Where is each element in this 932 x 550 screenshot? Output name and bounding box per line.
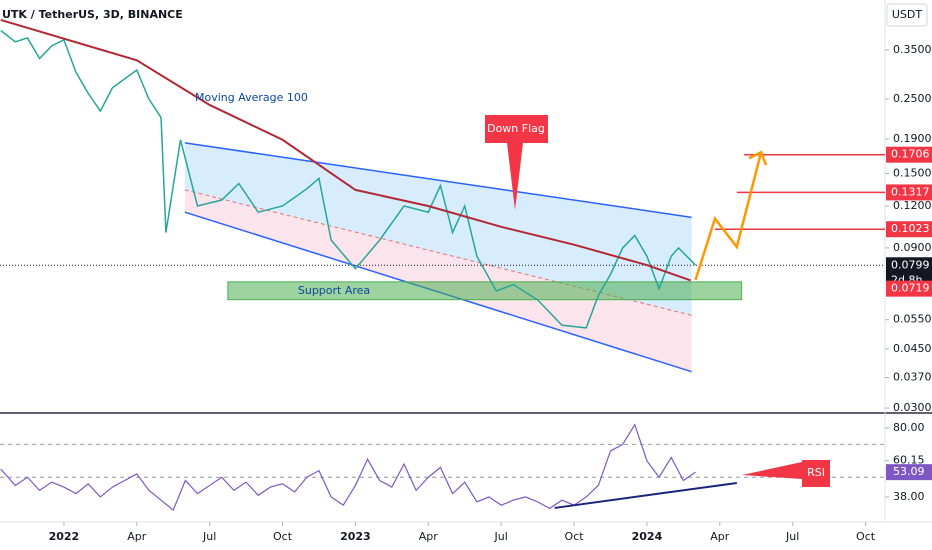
rsi-y-tick-label: 60.15 — [893, 454, 925, 467]
level-label: 0.1317 — [891, 185, 930, 198]
rsi-line — [0, 423, 696, 512]
x-tick-label: Jul — [785, 530, 799, 543]
y-tick-label: 0.0900 — [893, 241, 932, 254]
x-tick-label: 2023 — [340, 530, 371, 543]
x-tick-label: Apr — [419, 530, 439, 543]
y-tick-label: 0.2500 — [893, 92, 932, 105]
y-tick-label: 0.1900 — [893, 132, 932, 145]
down-flag-label: Down Flag — [487, 122, 545, 135]
rsi-last-box — [886, 464, 932, 481]
projection-head — [748, 150, 768, 166]
x-tick-label: 2024 — [632, 530, 663, 543]
level-label: 0.1706 — [891, 148, 930, 161]
support-label: Support Area — [298, 284, 370, 297]
x-tick-label: Jul — [494, 530, 508, 543]
rsi-callout-label: RSI — [807, 466, 825, 479]
down-flag-callout — [485, 115, 548, 210]
level-label: 0.1023 — [891, 222, 930, 235]
support-area — [227, 281, 743, 301]
x-tick-label: Oct — [565, 530, 585, 543]
rsi-callout — [742, 460, 830, 487]
channel-lower-fill — [184, 189, 692, 372]
level-box — [886, 146, 932, 163]
level-box — [886, 184, 932, 201]
channel-upper — [184, 142, 692, 219]
projection-path — [694, 151, 763, 281]
ma-box — [886, 280, 932, 297]
rsi-y-tick-label: 38.00 — [893, 490, 925, 503]
x-tick-label: 2022 — [49, 530, 80, 543]
rsi-y-tick-label: 80.00 — [893, 421, 925, 434]
channel-upper-fill — [184, 142, 692, 316]
x-tick-label: Jul — [202, 530, 216, 543]
y-tick-label: 0.3500 — [893, 43, 932, 56]
y-tick-label: 0.0550 — [893, 313, 932, 326]
chart-title: UTK / TetherUS, 3D, BINANCE — [2, 8, 183, 21]
x-tick-label: Apr — [127, 530, 147, 543]
rsi-last-label: 53.09 — [893, 465, 925, 478]
currency-box[interactable] — [886, 3, 928, 27]
price-line — [0, 29, 697, 329]
currency-label: USDT — [892, 8, 923, 21]
y-tick-label: 0.0300 — [893, 401, 932, 414]
rsi-trend — [554, 481, 737, 509]
x-tick-label: Oct — [856, 530, 876, 543]
ma-value-label: 0.0719 — [891, 282, 930, 295]
y-tick-label: 0.1200 — [893, 199, 932, 212]
last-price-label: 0.0799 — [891, 258, 930, 271]
y-tick-label: 0.0450 — [893, 342, 932, 355]
x-tick-label: Apr — [710, 530, 730, 543]
moving-average — [0, 18, 691, 282]
x-tick-label: Oct — [273, 530, 293, 543]
level-box — [886, 221, 932, 238]
y-tick-label: 0.1500 — [893, 166, 932, 179]
ma-annotation: Moving Average 100 — [195, 91, 308, 104]
y-tick-label: 0.0370 — [893, 370, 932, 383]
